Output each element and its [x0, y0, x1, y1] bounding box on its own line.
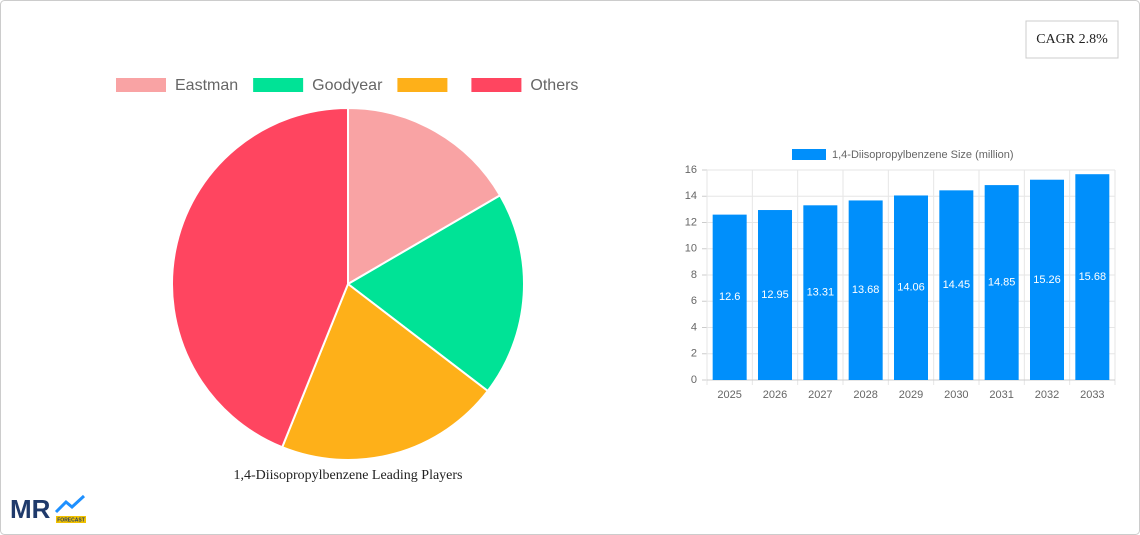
value-label: 12.95: [761, 289, 789, 301]
x-tick-label: 2031: [989, 389, 1013, 401]
logo-text: MR: [10, 494, 51, 524]
logo-arrow: [54, 494, 86, 514]
y-tick-label: 12: [685, 216, 697, 228]
y-tick-label: 16: [685, 164, 697, 176]
y-tick-label: 4: [691, 321, 697, 333]
legend-label: Goodyear: [312, 77, 383, 94]
y-tick-label: 10: [685, 243, 697, 255]
value-label: 13.68: [852, 284, 880, 296]
legend-swatch: [397, 78, 448, 92]
pie-slice: [280, 282, 490, 461]
pie-slice: [346, 193, 525, 393]
bar: [712, 214, 747, 380]
badge-box: [1025, 20, 1119, 59]
x-tick-label: 2026: [763, 389, 787, 401]
pie-slice: [171, 106, 349, 449]
value-label: 15.26: [1033, 274, 1061, 286]
y-tick-label: 8: [691, 269, 697, 281]
x-tick-label: 2030: [944, 389, 968, 401]
x-tick-label: 2032: [1035, 389, 1059, 401]
bar: [848, 200, 883, 380]
x-tick-label: 2033: [1080, 389, 1104, 401]
y-tick-label: 14: [685, 190, 697, 202]
bar: [984, 185, 1019, 380]
value-label: 14.45: [943, 279, 971, 291]
logo-band: [56, 516, 86, 523]
x-tick-label: 2027: [808, 389, 832, 401]
value-label: 14.85: [988, 276, 1016, 288]
x-tick-label: 2025: [717, 389, 741, 401]
value-label: 13.31: [807, 287, 835, 299]
y-tick-label: 0: [691, 374, 697, 386]
bar: [1030, 179, 1064, 380]
y-tick-label: 6: [691, 295, 697, 307]
legend-swatch: [792, 149, 826, 160]
legend-swatch: [116, 78, 166, 92]
pie-slice: [347, 106, 502, 286]
bar: [803, 205, 838, 380]
bar: [1075, 174, 1110, 380]
legend-label: 1,4-Diisopropylbenzene Size (million): [832, 149, 1014, 161]
y-tick-label: 2: [691, 348, 697, 360]
value-label: 15.68: [1079, 271, 1107, 283]
badge: CAGR 2.8%: [1036, 32, 1108, 47]
legend-swatch: [471, 78, 522, 92]
legend-swatch: [253, 78, 304, 92]
x-tick-label: 2029: [899, 389, 923, 401]
value-label: 12.6: [719, 291, 740, 303]
legend-label: Eastman: [175, 77, 238, 94]
x-tick-label: 2028: [853, 389, 877, 401]
bar: [939, 190, 974, 380]
logo: MR FORECAST: [10, 494, 86, 524]
value-label: 14.06: [897, 282, 925, 294]
pie-title: 1,4-Diisopropylbenzene Leading Players: [234, 468, 463, 483]
logo-sub: FORECAST: [57, 517, 85, 523]
legend-label: Others: [530, 77, 578, 94]
bar: [758, 210, 792, 380]
bar: [894, 195, 928, 380]
